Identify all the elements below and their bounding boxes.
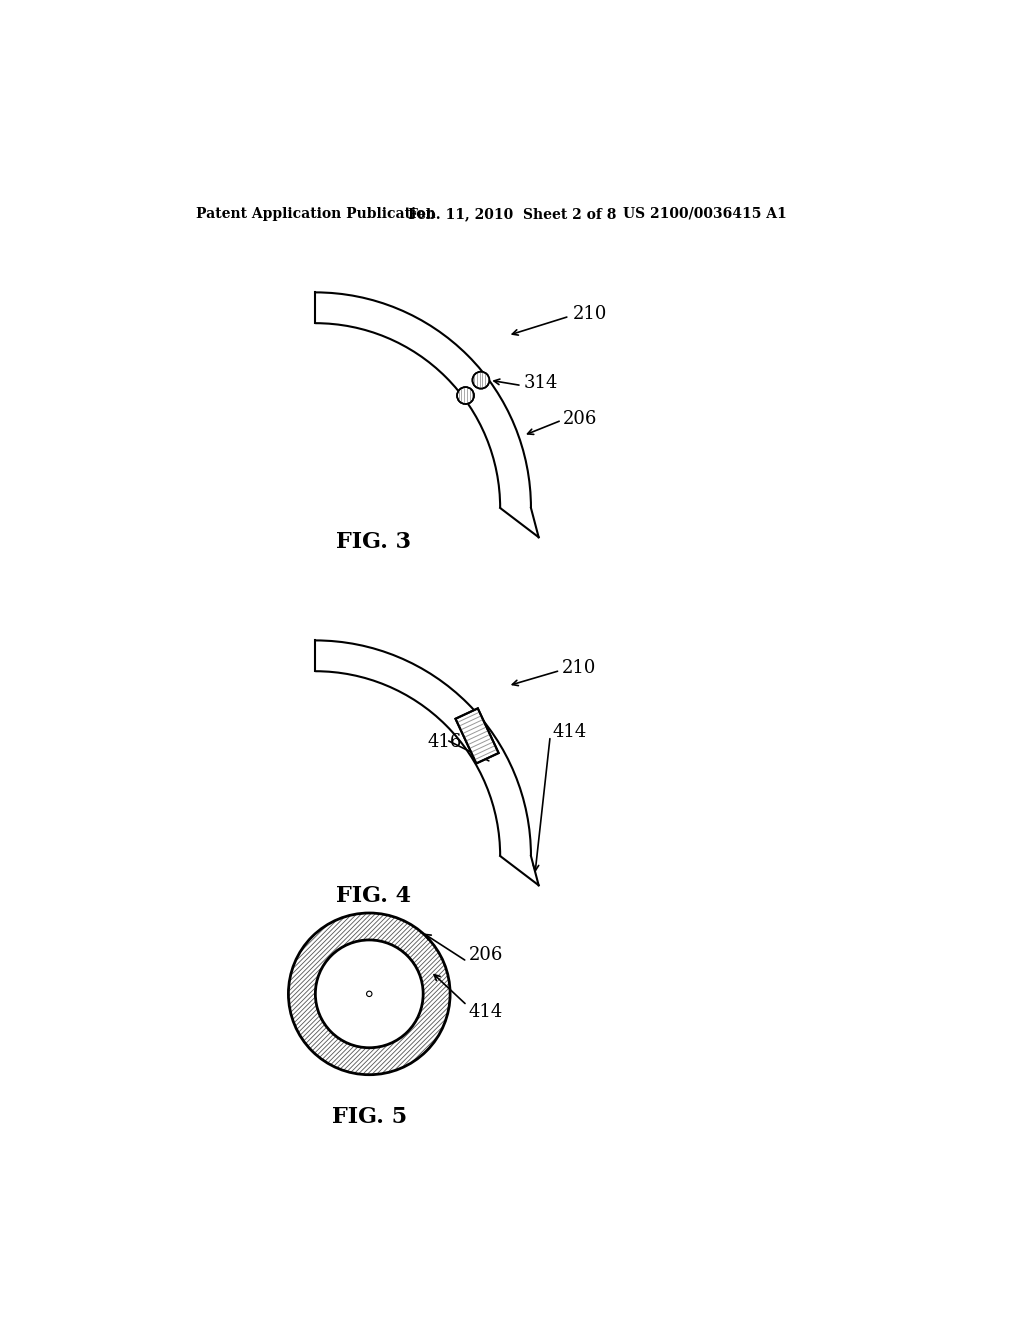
Text: 210: 210 [562, 659, 596, 677]
Text: US 2100/0036415 A1: US 2100/0036415 A1 [624, 207, 787, 220]
Circle shape [289, 913, 451, 1074]
Text: Patent Application Publication: Patent Application Publication [196, 207, 435, 220]
Polygon shape [456, 709, 499, 763]
Text: Feb. 11, 2010  Sheet 2 of 8: Feb. 11, 2010 Sheet 2 of 8 [408, 207, 616, 220]
Text: 414: 414 [553, 723, 587, 741]
Text: FIG. 4: FIG. 4 [336, 886, 411, 907]
Text: 416: 416 [427, 733, 462, 751]
Text: 414: 414 [469, 1003, 503, 1020]
Circle shape [472, 372, 489, 388]
Text: 210: 210 [573, 305, 607, 323]
Circle shape [457, 387, 474, 404]
Text: 206: 206 [469, 946, 503, 965]
Text: 314: 314 [523, 375, 558, 392]
Circle shape [367, 991, 372, 997]
Text: FIG. 5: FIG. 5 [332, 1106, 407, 1129]
Text: FIG. 3: FIG. 3 [336, 531, 411, 553]
Text: 206: 206 [563, 409, 598, 428]
Circle shape [315, 940, 423, 1048]
